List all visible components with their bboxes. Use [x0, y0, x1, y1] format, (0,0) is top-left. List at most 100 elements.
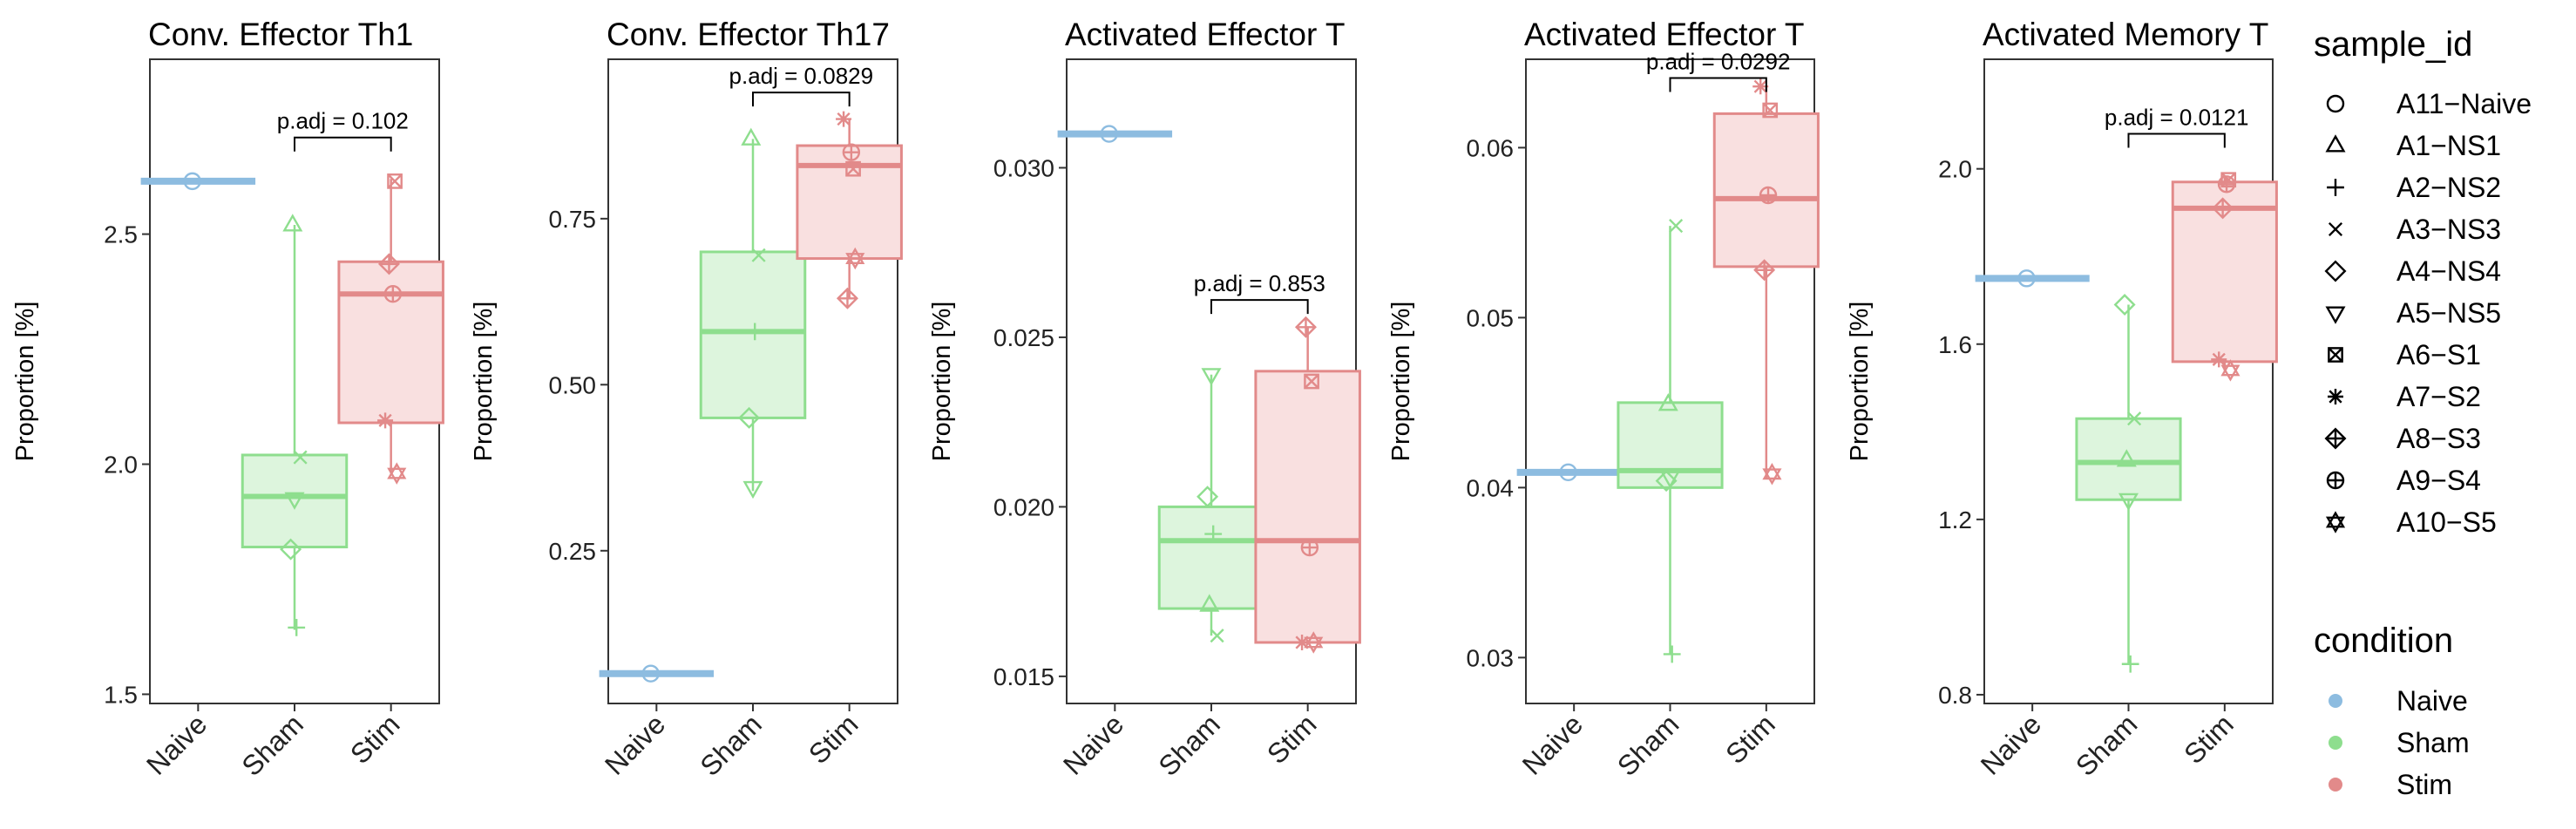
x-tick-label: Stim	[1261, 708, 1323, 770]
legend-item-sample: A3−NS3	[2328, 214, 2501, 245]
p-value-label: p.adj = 0.0121	[2105, 104, 2249, 130]
data-point	[1196, 486, 1219, 508]
legend-key-dot	[2329, 694, 2342, 708]
legend-item-condition: Sham	[2329, 727, 2470, 758]
data-point	[282, 214, 303, 232]
data-point	[2113, 294, 2136, 316]
y-tick-label: 2.5	[104, 221, 138, 248]
data-point	[2127, 411, 2142, 426]
legend-item-sample: A8−S3	[2324, 423, 2481, 454]
y-tick-label: 1.5	[104, 681, 138, 708]
legend-key-triangle-down	[2325, 306, 2346, 324]
box-sham	[1157, 374, 1265, 636]
legend-label: A4−NS4	[2396, 255, 2501, 287]
x-tick-label: Sham	[1611, 708, 1685, 782]
y-tick-label: 0.025	[993, 324, 1054, 351]
box-body	[1157, 505, 1265, 610]
box-body	[2075, 417, 2182, 501]
data-point	[741, 127, 762, 146]
significance-bracket: p.adj = 0.0829	[729, 63, 874, 107]
legend-key-circle-plus	[2326, 471, 2345, 490]
data-point	[1752, 78, 1769, 95]
data-point	[746, 323, 764, 341]
legend-key-dot	[2329, 736, 2342, 750]
data-point	[1762, 102, 1779, 119]
data-point	[2116, 449, 2137, 467]
panel-title: Activated Memory T	[1983, 17, 2268, 52]
data-point	[284, 492, 305, 510]
data-point	[1210, 629, 1224, 643]
data-point	[1199, 594, 1220, 612]
legend-item-sample: A9−S4	[2326, 465, 2481, 496]
box-stim	[1254, 327, 1361, 644]
data-point	[845, 247, 865, 270]
data-point	[738, 406, 761, 429]
data-point	[288, 619, 306, 636]
p-value-label: p.adj = 0.853	[1194, 270, 1325, 296]
y-tick-label: 0.03	[1467, 644, 1515, 671]
x-tick-label: Naive	[599, 708, 671, 780]
data-point	[1100, 125, 1118, 143]
legend-title-sample-id: sample_id	[2314, 25, 2472, 64]
y-tick-label: 0.25	[549, 538, 597, 565]
y-tick-label: 2.0	[1938, 156, 1972, 183]
box-stim	[796, 119, 903, 299]
x-tick-label: Stim	[2178, 708, 2240, 770]
y-tick-label: 0.05	[1467, 304, 1515, 331]
data-point	[1300, 538, 1319, 557]
panel-4: Activated Effector T Proportion [%] 0.03 0.…	[1387, 17, 1820, 782]
data-point	[1663, 645, 1681, 663]
panel-2: Conv. Effector Th17 Proportion [%] 0.25 0.5…	[470, 17, 903, 782]
data-point	[1201, 368, 1222, 386]
data-points	[641, 111, 865, 683]
data-points	[183, 172, 407, 636]
box-sham	[2075, 304, 2182, 664]
bracket-line	[1669, 77, 1767, 92]
y-tick-label: 0.04	[1467, 474, 1515, 501]
data-point	[842, 143, 861, 161]
panel-title: Activated Effector T	[1524, 17, 1805, 52]
data-points	[1100, 125, 1324, 654]
legend: sample_id A11−Naive A1−NS1 A2−NS2 A3−NS3 A4−…	[2314, 25, 2532, 800]
y-tick-label: 1.2	[1938, 506, 1972, 533]
legend-item-sample: A4−NS4	[2324, 255, 2501, 287]
legend-label: A10−S5	[2396, 506, 2497, 538]
legend-item-sample: A2−NS2	[2327, 172, 2501, 203]
legend-label: Naive	[2396, 685, 2468, 717]
data-point	[1559, 463, 1577, 482]
legend-item-sample: A6−S1	[2328, 339, 2481, 370]
data-point	[2212, 197, 2234, 220]
data-point	[845, 160, 861, 177]
legend-key-triangle	[2325, 134, 2346, 153]
legend-item-condition: Stim	[2329, 769, 2452, 800]
data-point	[1304, 373, 1319, 390]
x-tick-label: Naive	[1975, 708, 2047, 780]
legend-label: A6−S1	[2396, 339, 2481, 370]
legend-label: A9−S4	[2396, 465, 2481, 496]
data-points	[1559, 78, 1782, 663]
p-value-label: p.adj = 0.0292	[1646, 48, 1791, 74]
p-value-label: p.adj = 0.0829	[729, 63, 874, 89]
data-point	[742, 480, 763, 499]
data-point	[183, 172, 201, 191]
data-point	[2220, 359, 2240, 382]
data-point	[1655, 470, 1678, 493]
significance-bracket: p.adj = 0.853	[1194, 270, 1325, 315]
legend-item-condition: Naive	[2329, 685, 2468, 717]
panel-title: Conv. Effector Th17	[607, 17, 890, 52]
data-point	[280, 538, 302, 561]
legend-key-circle	[2326, 94, 2345, 113]
data-point	[1669, 219, 1684, 234]
y-tick-label: 0.50	[549, 371, 597, 398]
data-point	[377, 253, 400, 275]
data-point	[1204, 525, 1223, 543]
data-point	[2017, 269, 2036, 288]
data-point	[2211, 351, 2227, 368]
x-tick-label: Sham	[694, 708, 768, 782]
box-body	[241, 453, 349, 549]
data-point	[383, 285, 403, 303]
legend-label: A3−NS3	[2396, 214, 2501, 245]
x-tick-label: Stim	[1719, 708, 1781, 770]
x-tick-label: Stim	[803, 708, 864, 770]
